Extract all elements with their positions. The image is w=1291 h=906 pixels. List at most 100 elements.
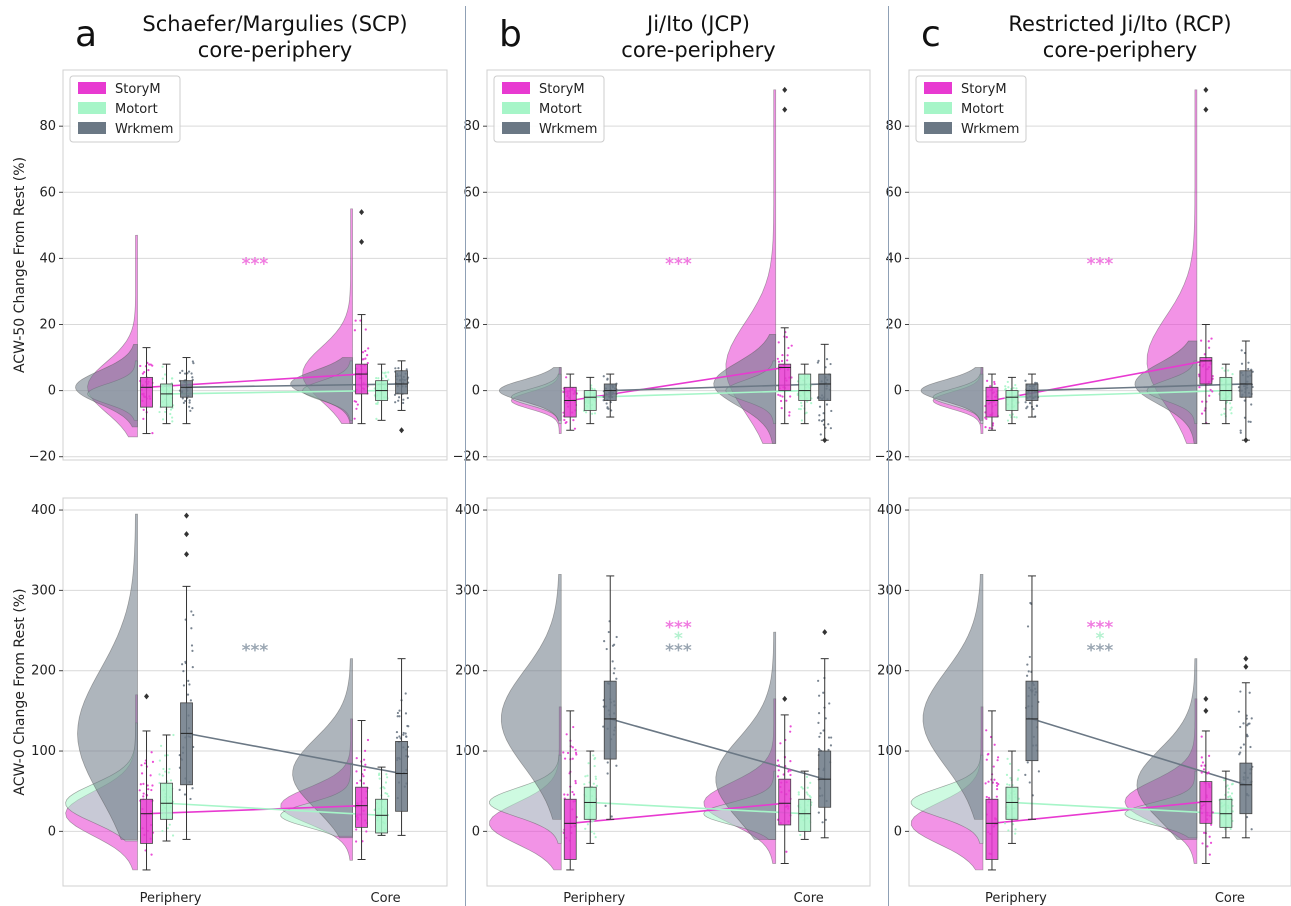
- data-point: [386, 776, 389, 779]
- data-point: [995, 788, 999, 791]
- data-point: [781, 395, 784, 398]
- y-tick-label: 100: [455, 744, 480, 759]
- data-point: [161, 774, 164, 777]
- data-point: [171, 377, 174, 380]
- data-point: [996, 756, 1000, 759]
- data-point: [1231, 373, 1234, 376]
- trend-line-motort: [166, 802, 382, 817]
- data-point: [397, 399, 400, 402]
- data-point: [615, 764, 618, 767]
- data-point: [1016, 778, 1019, 781]
- data-point: [986, 753, 989, 756]
- data-point: [822, 729, 825, 732]
- x-tick-label: Periphery: [985, 891, 1047, 906]
- box-motort-periphery: [160, 383, 173, 408]
- data-point: [1208, 835, 1211, 838]
- data-point: [995, 784, 999, 787]
- data-point: [191, 649, 194, 652]
- data-point: [1208, 754, 1211, 757]
- data-point: [1006, 419, 1010, 422]
- data-point: [158, 781, 161, 785]
- data-point: [571, 746, 574, 749]
- data-point: [1250, 368, 1253, 371]
- data-point: [593, 757, 596, 761]
- data-point: [1014, 832, 1017, 835]
- data-point: [161, 829, 164, 833]
- data-point: [1239, 429, 1242, 432]
- data-point: [991, 422, 995, 425]
- data-point: [996, 759, 999, 762]
- x-tick-label: Periphery: [140, 891, 202, 906]
- data-point: [593, 388, 596, 391]
- data-point: [146, 784, 149, 787]
- data-point: [397, 396, 401, 399]
- plot-frame-a-bottom: [62, 497, 448, 887]
- data-point: [817, 811, 820, 814]
- data-point: [190, 610, 193, 613]
- data-point: [1028, 401, 1032, 404]
- data-point: [367, 347, 370, 350]
- data-point: [355, 828, 358, 831]
- y-tick-label: 0: [472, 824, 480, 839]
- box-wrkmem-periphery: [180, 702, 193, 786]
- data-point: [355, 757, 358, 760]
- y-axis-label: ACW-0 Change From Rest (%): [12, 588, 28, 795]
- data-point: [1012, 386, 1015, 390]
- data-point: [1200, 339, 1203, 342]
- data-point: [186, 693, 190, 696]
- data-point: [181, 397, 184, 400]
- data-point: [574, 782, 577, 785]
- trend-line-wrkmem: [186, 732, 402, 775]
- data-point: [800, 786, 803, 789]
- significance-marker-storym: ***: [665, 255, 692, 275]
- data-point: [161, 365, 164, 368]
- data-point: [817, 679, 820, 682]
- data-point: [566, 751, 570, 755]
- data-point: [163, 754, 167, 757]
- data-point: [404, 692, 407, 695]
- data-point: [816, 361, 819, 364]
- data-point: [353, 400, 356, 403]
- data-point: [1200, 764, 1203, 767]
- plot-frame-a-top: [62, 69, 448, 461]
- box-storym-core: [778, 778, 792, 826]
- data-point: [584, 775, 587, 778]
- data-point: [777, 393, 780, 396]
- data-point: [188, 405, 191, 408]
- y-tick-label: 80: [463, 119, 480, 134]
- significance-marker-wrkmem: ***: [665, 641, 692, 661]
- data-point: [776, 759, 780, 762]
- legend-swatch-motort: [502, 102, 530, 114]
- plot-frame-b-top: [486, 69, 871, 461]
- data-point: [1032, 407, 1035, 411]
- data-point: [1017, 768, 1020, 772]
- trend-line-motort: [1011, 801, 1226, 815]
- violin-wrkmem-core: [292, 658, 353, 839]
- data-point: [187, 370, 191, 373]
- trend-line-storym: [991, 800, 1206, 825]
- box-storym-periphery: [140, 798, 153, 844]
- data-point: [181, 369, 184, 373]
- data-point: [1024, 773, 1027, 776]
- data-point: [169, 408, 173, 411]
- legend-swatch-wrkmem: [78, 122, 106, 134]
- data-point: [986, 379, 989, 382]
- box-storym-periphery: [985, 386, 999, 418]
- data-point: [595, 784, 599, 787]
- data-point: [1211, 811, 1214, 814]
- violin-wrkmem-core: [290, 357, 353, 424]
- data-point: [1220, 413, 1223, 416]
- data-point: [1248, 691, 1251, 694]
- panel-title-b-line1: Ji/Ito (JCP): [645, 12, 750, 36]
- data-point: [1006, 757, 1009, 760]
- data-point: [140, 772, 144, 775]
- data-point: [565, 420, 568, 424]
- box-motort-core: [798, 798, 812, 832]
- outlier-marker: [399, 427, 405, 434]
- violin-wrkmem-periphery: [920, 367, 984, 421]
- data-point: [1248, 722, 1251, 725]
- data-point: [780, 406, 783, 410]
- data-point: [1201, 761, 1204, 764]
- data-point: [402, 401, 405, 405]
- data-point: [1206, 845, 1209, 848]
